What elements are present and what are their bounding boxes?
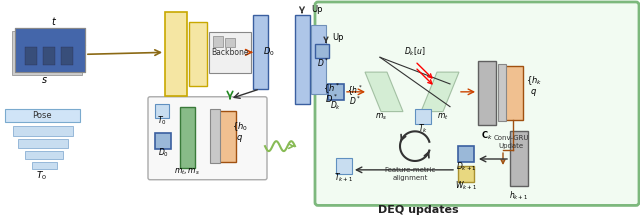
Bar — [43, 47, 55, 65]
Text: $h_{k+1}$: $h_{k+1}$ — [509, 189, 529, 202]
Polygon shape — [421, 72, 459, 112]
Text: $T_0$: $T_0$ — [157, 114, 167, 127]
Text: $m_s$: $m_s$ — [375, 111, 387, 122]
Text: $D_0$: $D_0$ — [157, 147, 168, 159]
Bar — [32, 162, 57, 169]
Text: $D^*$: $D^*$ — [349, 95, 361, 107]
Bar — [503, 66, 523, 121]
Bar — [189, 22, 207, 86]
Bar — [295, 15, 310, 104]
Bar — [155, 104, 169, 118]
Text: Up: Up — [311, 5, 323, 14]
Bar — [458, 166, 474, 182]
Text: $q$: $q$ — [531, 87, 538, 98]
Text: $D^*$: $D^*$ — [317, 57, 329, 69]
Bar — [61, 47, 73, 65]
Bar — [478, 61, 496, 125]
Bar — [213, 36, 223, 47]
Text: $m_t, m_s$: $m_t, m_s$ — [174, 167, 200, 177]
Bar — [336, 158, 352, 174]
Text: s: s — [42, 75, 47, 85]
Bar — [25, 47, 37, 65]
Bar — [165, 12, 187, 96]
Bar — [315, 44, 329, 58]
Bar — [25, 151, 63, 159]
Bar — [15, 28, 85, 72]
Bar — [13, 126, 73, 136]
Text: t: t — [51, 17, 55, 27]
Text: $W_{k+1}$: $W_{k+1}$ — [455, 179, 477, 192]
Bar — [5, 109, 80, 122]
Text: $q$: $q$ — [237, 133, 243, 144]
Text: Update: Update — [499, 143, 524, 149]
Bar — [225, 38, 235, 47]
Polygon shape — [365, 72, 403, 112]
Text: $m_t$: $m_t$ — [437, 111, 449, 122]
Bar — [12, 31, 82, 75]
Text: $\mathbf{C}_k$: $\mathbf{C}_k$ — [481, 129, 493, 141]
Text: $D_0$: $D_0$ — [263, 45, 275, 58]
Bar — [18, 139, 68, 148]
Bar — [458, 146, 474, 162]
Text: Feature-metric: Feature-metric — [384, 167, 436, 173]
Text: $D_k$: $D_k$ — [330, 99, 342, 112]
Bar — [253, 15, 268, 89]
Text: Up: Up — [332, 33, 344, 42]
Text: Backbone: Backbone — [211, 48, 249, 57]
Text: DEQ updates: DEQ updates — [378, 205, 459, 215]
Bar — [180, 107, 195, 168]
Text: Pose: Pose — [32, 111, 52, 120]
Bar — [415, 109, 431, 124]
Bar — [498, 64, 506, 121]
Bar — [210, 109, 220, 163]
Text: alignment: alignment — [392, 175, 428, 181]
Text: $T_k$: $T_k$ — [418, 122, 428, 135]
Bar — [311, 25, 326, 94]
Text: $\{h^*$: $\{h^*$ — [347, 84, 363, 98]
Text: $\{h_k$: $\{h_k$ — [526, 75, 542, 87]
FancyBboxPatch shape — [148, 97, 267, 180]
Text: $D^*$: $D^*$ — [326, 92, 339, 105]
Bar — [328, 84, 344, 100]
Text: $T_0$: $T_0$ — [36, 170, 47, 182]
FancyBboxPatch shape — [315, 2, 639, 205]
Text: $\{h_0$: $\{h_0$ — [232, 120, 248, 133]
Text: $D_{k+1}$: $D_{k+1}$ — [456, 161, 476, 173]
Text: $T_{k+1}$: $T_{k+1}$ — [335, 172, 353, 184]
Text: Conv-GRU: Conv-GRU — [493, 135, 529, 141]
Text: $\{h^*$: $\{h^*$ — [323, 82, 340, 96]
Bar — [218, 111, 236, 162]
Bar — [209, 32, 251, 73]
Bar — [155, 133, 171, 149]
Text: $D_k[u]$: $D_k[u]$ — [404, 45, 426, 58]
Bar — [510, 131, 528, 186]
